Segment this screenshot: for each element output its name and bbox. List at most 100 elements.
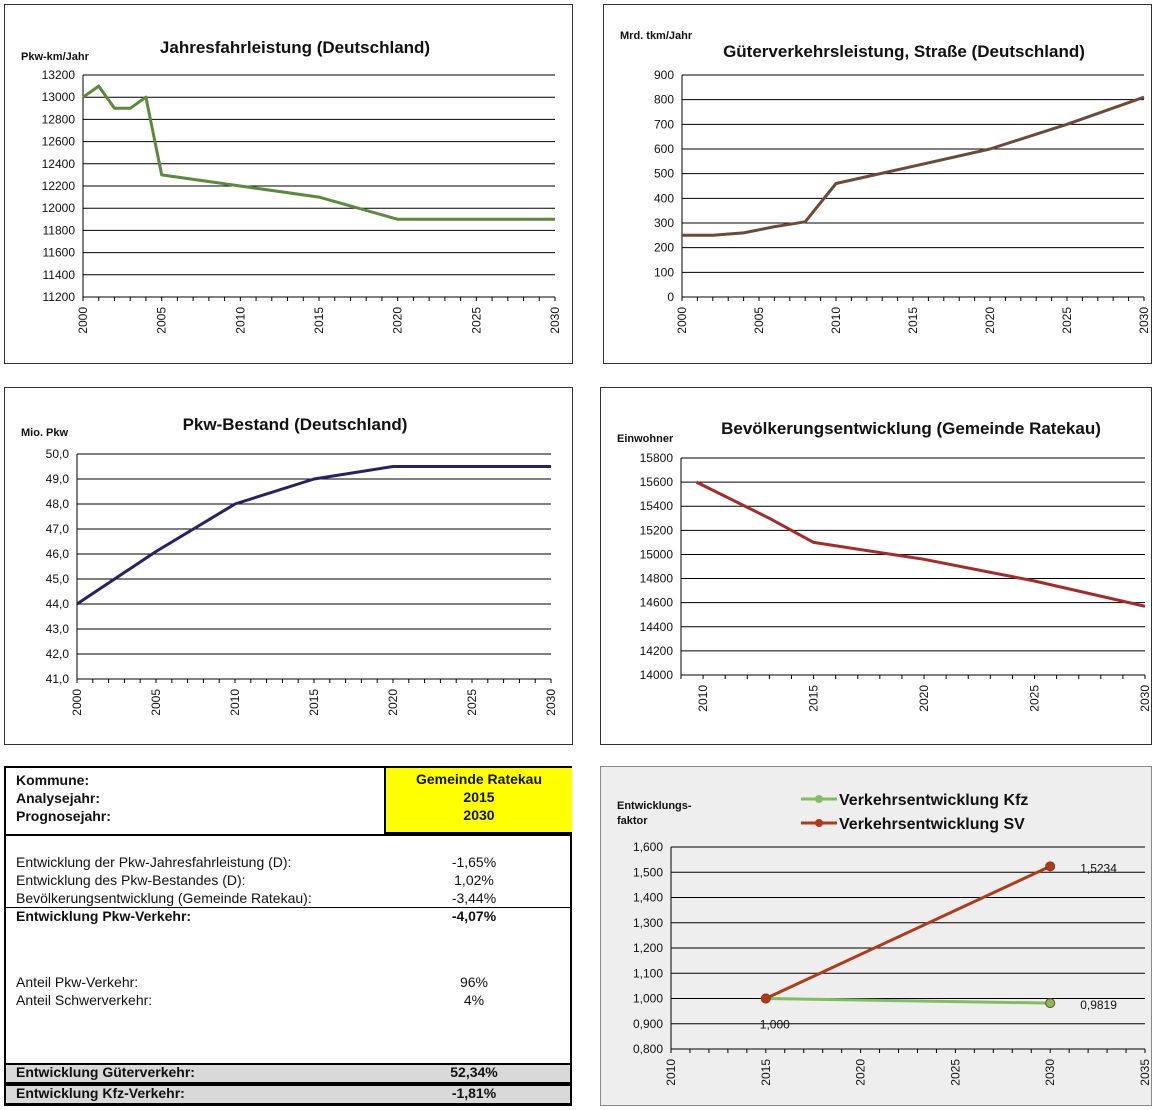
x-tick-label: 2020 [854,1059,868,1086]
y-tick-label: 800 [654,93,674,107]
analysejahr-label: Analysejahr: [16,790,101,806]
y-tick-label: 12400 [42,157,76,171]
chart-title: Pkw-Bestand (Deutschland) [183,415,408,434]
series-line [695,480,1146,608]
y-tick-label: 49,0 [46,472,70,486]
x-tick-label: 2015 [759,1059,773,1086]
y-tick-label: 45,0 [46,572,70,586]
chart-panel-entwicklungsfaktor: Entwicklungs-faktor 1,600 1,500 1,400 1,300 1… [600,766,1152,1106]
y-tick-label: 15200 [640,523,674,537]
y-tick-label: 1,400 [633,891,663,905]
y-tick-label: 50,0 [46,447,70,461]
x-tick-label: 2010 [228,689,242,716]
series-line [76,465,551,606]
row-value: 96% [459,974,489,990]
y-axis-label: faktor [617,815,648,827]
x-tick-label: 2005 [149,689,163,716]
y-tick-label: 1,100 [633,966,663,980]
y-tick-label: 600 [654,142,674,156]
series-line [682,95,1145,237]
chart-title: Güterverkehrsleistung, Straße (Deutschla… [723,42,1085,61]
series-line [82,84,555,221]
y-tick-label: 43,0 [46,622,70,636]
chart-title: Bevölkerungsentwicklung (Gemeinde Rateka… [721,419,1101,438]
x-tick-label: 2035 [1138,1059,1151,1086]
x-tick-label: 2010 [233,307,247,334]
y-tick-label: 41,0 [46,672,70,686]
chart-title: Jahresfahrleistung (Deutschland) [160,38,430,57]
y-tick-label: 0,900 [633,1017,663,1031]
y-tick-label: 14200 [640,644,674,658]
kommune-value: Gemeinde Ratekau [415,771,543,787]
chart-bevoelkerung: Bevölkerungsentwicklung (Gemeinde Rateka… [617,419,1152,712]
x-tick-label: 2020 [983,307,997,334]
x-tick-label: 2000 [675,307,689,334]
row-value: 4% [463,992,485,1008]
data-label: 1,5234 [1080,861,1117,875]
x-tick-label: 2000 [70,689,84,716]
y-tick-label: 1,600 [633,840,663,854]
x-tick-label: 2005 [752,307,766,334]
y-tick-label: 12000 [42,201,76,215]
x-tick-label: 2015 [906,307,920,334]
analysejahr-value: 2015 [463,789,495,805]
y-tick-label: 100 [654,265,674,279]
x-tick-label: 2030 [1138,685,1151,712]
chart-panel-gueterverkehr: Güterverkehrsleistung, Straße (Deutschla… [603,4,1152,364]
y-tick-label: 900 [654,68,674,82]
row-label: Entwicklung Pkw-Verkehr: [16,908,192,924]
y-tick-label: 48,0 [46,497,70,511]
x-tick-label: 2025 [1028,685,1042,712]
y-axis-label: Pkw-km/Jahr [21,51,90,63]
x-tick-label: 2030 [544,689,558,716]
data-point [1045,861,1056,872]
y-axis-label: Entwicklungs- [617,800,692,812]
y-tick-label: 1,200 [633,941,663,955]
chart-entwicklungsfaktor: Entwicklungs-faktor 1,600 1,500 1,400 1,300 1… [617,792,1152,1086]
divider [6,834,570,836]
row-label: Entwicklung Kfz-Verkehr: [16,1085,185,1101]
chart-jahresfahrleistung: Jahresfahrleistung (Deutschland) Pkw-km/J… [21,38,562,334]
y-tick-label: 0,800 [633,1042,663,1056]
row-label: Entwicklung des Pkw-Bestandes (D): [16,872,246,888]
chart-panel-jahresfahrleistung: Jahresfahrleistung (Deutschland) Pkw-km/J… [4,4,573,364]
row-value: -3,44% [451,890,497,906]
y-tick-label: 15600 [640,475,674,489]
x-tick-label: 2015 [312,307,326,334]
x-tick-label: 2030 [1137,307,1151,334]
y-tick-label: 500 [654,167,674,181]
y-tick-label: 14600 [640,596,674,610]
y-tick-label: 44,0 [46,597,70,611]
series-line [765,997,1051,1005]
row-value: -4,07% [451,908,497,924]
x-tick-label: 2030 [1043,1059,1057,1086]
kommune-highlight: Gemeinde Ratekau 2015 2030 [384,768,572,834]
x-tick-label: 2025 [469,307,483,334]
chart-panel-pkw-bestand: Pkw-Bestand (Deutschland) Mio. Pkw 50,0 49,… [4,387,573,745]
chart-panel-bevoelkerung: Bevölkerungsentwicklung (Gemeinde Rateka… [600,387,1152,745]
y-tick-label: 14800 [640,572,674,586]
y-tick-label: 42,0 [46,647,70,661]
x-tick-label: 2030 [548,307,562,334]
chart-pkw-bestand: Pkw-Bestand (Deutschland) Mio. Pkw 50,0 49,… [21,415,558,716]
x-tick-label: 2010 [664,1059,678,1086]
row-label: Anteil Schwerverkehr: [16,992,153,1008]
x-tick-label: 2020 [386,689,400,716]
y-tick-label: 11800 [43,223,76,237]
y-tick-label: 46,0 [46,547,70,561]
row-value: 1,02% [454,872,494,888]
data-point [760,993,771,1004]
row-value: 52,34% [450,1064,498,1080]
x-tick-label: 2010 [829,307,843,334]
divider [6,907,570,908]
x-tick-label: 2000 [76,307,90,334]
y-tick-label: 13000 [42,90,76,104]
y-tick-label: 700 [654,117,674,131]
x-tick-label: 2015 [807,685,821,712]
x-tick-label: 2010 [696,685,710,712]
y-tick-label: 11200 [43,290,76,304]
x-tick-label: 2025 [1060,307,1074,334]
y-tick-label: 13200 [42,68,76,82]
highlight-band [6,1084,570,1105]
row-label: Entwicklung Güterverkehr: [16,1064,195,1080]
